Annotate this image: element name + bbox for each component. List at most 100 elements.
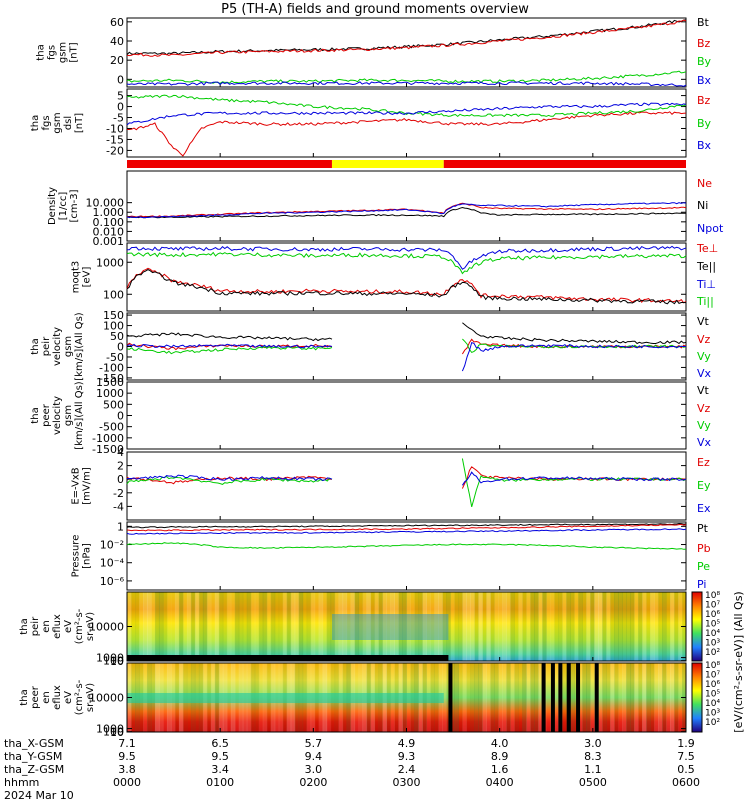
peir_spec-heatmap-column (134, 592, 140, 661)
peer_spec-ytick-label: 10 (110, 726, 124, 739)
fgs_comp-ylabel-line: tha (30, 115, 41, 131)
peir_spec-heatmap-column (262, 592, 268, 661)
footer-x-gsm-value: 7.1 (118, 737, 136, 750)
peir_spec-heatmap-column (462, 592, 467, 661)
peir_spec-heatmap-column (250, 592, 256, 661)
colorbar-tick-bottom: 10⁵ (705, 690, 720, 700)
peir_spec-heatmap-column (170, 592, 176, 661)
peer_spec-heatmap-column (538, 663, 543, 732)
colorbar-tick-top: 10⁴ (705, 629, 720, 639)
plot-title: P5 (TH-A) fields and ground moments over… (221, 2, 529, 17)
footer-y-gsm-value: 8.9 (491, 750, 509, 763)
peir_spec-heatmap-column (346, 592, 352, 661)
peir_spec-heatmap-column (614, 592, 619, 661)
pressure-ylabel-line: Pressure (71, 535, 82, 578)
colorbar-tick-top: 10³ (705, 639, 720, 649)
peer_spec-heatmap-column (654, 663, 659, 732)
peir_velocity-ytick-label: 100 (103, 320, 124, 333)
fgs_total-line-By (126, 70, 687, 84)
fgs_comp-line-Bz (127, 111, 687, 157)
peer_spec-heatmap-column (486, 663, 491, 732)
peir_spec-ylabel-line: tha (19, 618, 30, 634)
fgs_total-series-Bt (126, 19, 687, 56)
peir_velocity-ytick-label: 50 (110, 330, 124, 343)
peer_velocity-legend-Vt: Vt (697, 384, 710, 397)
temperature-series-Te⊥ (126, 267, 687, 304)
peer_velocity-ytick-label: 500 (103, 398, 124, 411)
peir_spec-heatmap-column (598, 592, 603, 661)
peer_spec-heatmap-column (658, 663, 663, 732)
peir_spec-heatmap-column (602, 592, 607, 661)
peir_spec-heatmap-column (478, 592, 483, 661)
colorbar-tick-bottom: 10⁶ (705, 680, 720, 690)
peer_spec-heatmap-column (586, 663, 591, 732)
peir_spec-heatmap-column (426, 592, 431, 661)
peir_spec-heatmap-column (182, 592, 188, 661)
peir_spec-ytick-label: 10 (110, 655, 124, 668)
colorbar-tick-bottom: 10⁸ (705, 661, 720, 671)
footer-hhmm-value: 0200 (299, 776, 327, 789)
fgs_total-line-Bx (126, 81, 687, 87)
peir_spec-heatmap-column (378, 592, 384, 661)
fgs_total-line-Bz (126, 19, 687, 57)
colorbar-tick-top: 10⁷ (705, 601, 720, 611)
peir_velocity-series-Vx (126, 341, 686, 372)
peir_spec-heatmap-column (186, 592, 192, 661)
peir_spec-heatmap-column (634, 592, 639, 661)
footer-hhmm-value: 0100 (206, 776, 234, 789)
fgs_total-legend-Bx: Bx (697, 74, 712, 87)
peir_velocity-ylabel-line: tha (30, 338, 41, 354)
efield-series-Ex (127, 471, 687, 486)
density-frame (126, 170, 687, 242)
efield-ytick-label: -2 (113, 487, 124, 500)
peir_spec-heatmap-column (314, 592, 320, 661)
footer-z-gsm-value: 1.6 (491, 763, 509, 776)
colorbar-tick-bottom: 10⁷ (705, 671, 720, 681)
peir_spec-heatmap-column (210, 592, 216, 661)
peer-gap (550, 663, 555, 732)
density-legend-Ne: Ne (697, 177, 712, 190)
peir_spec-heatmap-column (574, 592, 579, 661)
peir_spec-heatmap-column (354, 592, 360, 661)
peir_spec-heatmap-column (222, 592, 228, 661)
footer-row-labels: tha_X-GSM tha_Y-GSM tha_Z-GSM hhmm 2024 … (4, 737, 74, 802)
efield-series-Ez (126, 466, 687, 489)
peer_spec-heatmap-column (614, 663, 619, 732)
peir_velocity-legend-Vx: Vx (697, 367, 712, 380)
peir_spec-heatmap-column (466, 592, 471, 661)
peir_spec-heatmap-column (214, 592, 220, 661)
peir_spec-heatmap-column (530, 592, 535, 661)
footer-label-hhmm: hhmm (4, 776, 40, 789)
peir_spec-heatmap-column (534, 592, 539, 661)
peir-band (331, 614, 449, 640)
footer-z-gsm-value: 2.4 (398, 763, 416, 776)
peer-gap (541, 663, 546, 732)
peir_spec-heatmap-column (510, 592, 515, 661)
peir_velocity-legend-Vt: Vt (697, 315, 710, 328)
peir_spec-heatmap-column (450, 592, 455, 661)
footer-z-gsm-value: 0.5 (677, 763, 695, 776)
footer-y-gsm-value: 9.5 (211, 750, 229, 763)
peir_velocity-line-Vt (126, 332, 333, 342)
temperature-legend-Te⊥: Te⊥ (696, 242, 718, 255)
pressure-series-Pi (126, 528, 687, 535)
peir_velocity-ylabel-line: velocity (52, 327, 63, 366)
peir_spec-heatmap-column (306, 592, 312, 661)
colorbar-tick-bottom: 10² (705, 718, 720, 728)
fgs_comp-ytick-label: 5 (117, 90, 124, 103)
peir_velocity-line-Vx (461, 341, 686, 372)
peir_spec-ylabel-line: eflux (52, 614, 63, 639)
peer_velocity-ytick-label: -1000 (92, 432, 124, 445)
fgs_total-ytick-label: 20 (110, 54, 124, 67)
footer-z-gsm-value: 1.1 (584, 763, 602, 776)
colorbar-tick-bottom: 10⁴ (705, 699, 720, 709)
peir_spec-heatmap-column (334, 592, 340, 661)
efield-ylabel-line: [mV/m] (82, 467, 93, 505)
colorbar-tick-top: 10⁶ (705, 610, 720, 620)
fgs_total-ytick-label: 60 (110, 16, 124, 29)
efield-line-Ez (461, 466, 687, 489)
footer-hhmm-value: 0500 (579, 776, 607, 789)
footer-hhmm-value: 0600 (672, 776, 700, 789)
peir_spec-heatmap-column (146, 592, 152, 661)
peir_spec-ytick-label: 10000 (89, 621, 124, 634)
